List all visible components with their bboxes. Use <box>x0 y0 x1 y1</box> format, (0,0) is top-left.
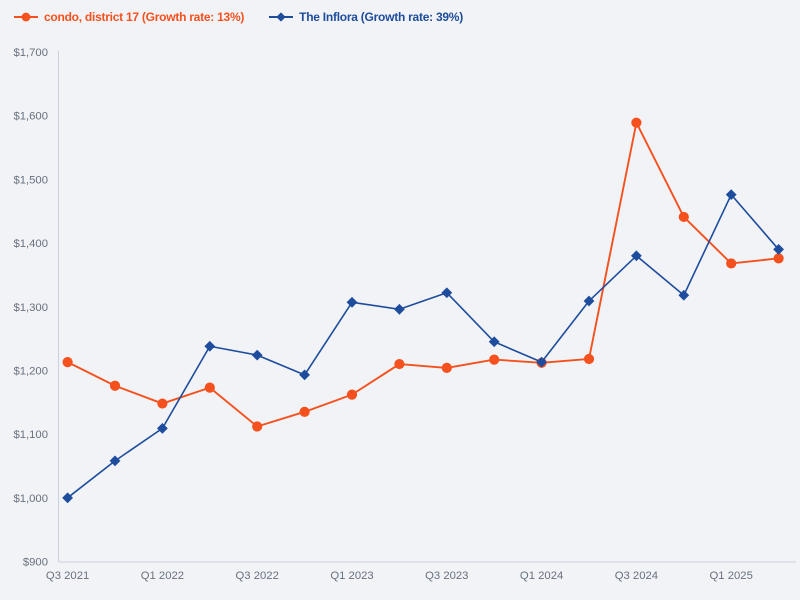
condo-marker <box>441 362 452 373</box>
condo-marker <box>583 353 595 365</box>
condo-marker <box>346 389 358 400</box>
inflora-marker <box>346 296 358 308</box>
inflora-marker <box>157 422 168 434</box>
inflora-marker <box>251 349 263 361</box>
inflora-marker <box>299 369 310 381</box>
y-tick-label: $1,300 <box>13 302 48 314</box>
x-tick-label: Q3 2023 <box>425 570 468 582</box>
condo-marker <box>109 380 121 391</box>
y-tick-label: $1,100 <box>13 429 48 441</box>
x-tick-label: Q3 2024 <box>615 570 658 582</box>
y-tick-label: $1,400 <box>13 238 48 250</box>
y-tick-label: $1,500 <box>13 174 48 186</box>
inflora-marker <box>109 455 121 467</box>
condo-marker <box>62 357 73 368</box>
condo-marker <box>252 421 263 432</box>
condo-marker <box>299 406 310 417</box>
inflora-series <box>62 189 784 504</box>
y-tick-label: $1,000 <box>13 493 48 505</box>
y-tick-label: $1,200 <box>13 365 48 377</box>
legend-item-inflora[interactable]: The Inflora (Growth rate: 39%) <box>268 9 463 25</box>
inflora-marker <box>488 336 500 348</box>
y-tick-label: $1,600 <box>13 111 48 123</box>
inflora-line <box>67 193 780 499</box>
condo-marker <box>773 253 784 264</box>
legend: condo, district 17 (Growth rate: 13%) Th… <box>13 9 463 25</box>
x-tick-label: Q3 2022 <box>236 570 279 582</box>
y-tick-label: $1,700 <box>13 47 48 59</box>
inflora-marker <box>583 295 595 307</box>
y-tick-label: $900 <box>23 557 48 569</box>
inflora-legend-marker-icon <box>269 12 294 22</box>
x-tick-label: Q1 2025 <box>710 570 753 582</box>
inflora-marker <box>62 492 73 504</box>
x-tick-label: Q1 2023 <box>330 570 373 582</box>
condo-marker <box>631 117 642 128</box>
inflora-marker <box>773 244 784 255</box>
inflora-marker <box>678 289 690 301</box>
inflora-marker <box>631 250 642 262</box>
condo-series <box>62 117 784 432</box>
condo-line <box>67 121 779 428</box>
x-tick-label: Q1 2022 <box>141 570 184 582</box>
x-tick-label: Q1 2024 <box>520 570 563 582</box>
condo-legend-marker-icon <box>14 12 38 22</box>
condo-legend-label: condo, district 17 (Growth rate: 13%) <box>44 10 245 24</box>
inflora-marker <box>394 303 405 315</box>
inflora-marker <box>536 356 547 368</box>
condo-marker <box>726 258 737 269</box>
condo-marker <box>489 354 500 365</box>
inflora-marker <box>441 287 453 299</box>
inflora-marker <box>204 340 216 352</box>
condo-marker <box>157 398 168 409</box>
condo-marker <box>394 358 405 370</box>
inflora-marker <box>725 189 737 201</box>
legend-item-condo[interactable]: condo, district 17 (Growth rate: 13%) <box>13 9 244 25</box>
condo-marker <box>678 211 689 223</box>
x-tick-label: Q3 2021 <box>46 570 89 582</box>
inflora-legend-label: The Inflora (Growth rate: 39%) <box>299 10 463 24</box>
condo-marker <box>204 382 215 393</box>
